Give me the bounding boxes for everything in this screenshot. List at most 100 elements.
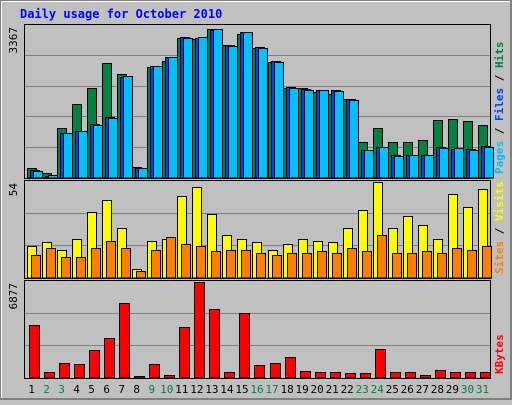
bar-sites-day-20 (317, 251, 327, 279)
panel-2-frame (24, 280, 491, 379)
panel-0-ymax-label: 3367 (7, 27, 20, 54)
legend-separator: / (493, 221, 506, 241)
bar-sites-day-7 (121, 248, 131, 279)
bar-pages-day-4 (78, 131, 88, 179)
bar-pages-day-16 (258, 48, 268, 179)
x-tick-label-day-6: 6 (103, 383, 110, 396)
bar-sites-day-15 (241, 250, 251, 279)
bar-sites-day-16 (256, 253, 266, 279)
bar-sites-day-28 (437, 253, 447, 279)
x-tick-label-day-4: 4 (73, 383, 80, 396)
bar-sites-day-13 (211, 251, 221, 279)
bar-sites-day-6 (106, 241, 116, 279)
bar-sites-day-22 (347, 248, 357, 279)
x-tick-label-day-15: 15 (235, 383, 248, 396)
bar-sites-day-17 (272, 255, 282, 279)
bar-pages-day-3 (63, 133, 73, 179)
x-tick-label-day-22: 22 (341, 383, 354, 396)
x-tick-label-day-5: 5 (88, 383, 95, 396)
x-tick-label-day-9: 9 (148, 383, 155, 396)
bar-kbytes-day-11 (179, 327, 190, 379)
bar-kbytes-day-25 (390, 372, 401, 379)
bar-sites-day-19 (302, 253, 312, 279)
bar-pages-day-10 (168, 57, 178, 179)
bar-pages-day-5 (93, 125, 103, 179)
bar-sites-day-14 (226, 250, 236, 279)
bar-kbytes-day-14 (224, 372, 235, 379)
bar-pages-day-18 (289, 88, 299, 179)
panel-2-legend: KBytes (493, 334, 506, 374)
x-tick-label-day-24: 24 (371, 383, 385, 396)
bar-pages-day-12 (198, 37, 208, 179)
bar-pages-day-19 (304, 90, 314, 179)
x-tick-label-day-20: 20 (310, 383, 323, 396)
bar-pages-day-9 (153, 66, 163, 179)
legend-item-files: Files (493, 88, 506, 121)
x-tick-label-day-25: 25 (386, 383, 399, 396)
panel-1-legend: Sites / Visits (493, 181, 506, 274)
x-tick-label-day-29: 29 (446, 383, 459, 396)
bar-sites-day-10 (166, 237, 176, 279)
x-tick-label-day-26: 26 (401, 383, 414, 396)
bar-kbytes-day-3 (59, 363, 70, 379)
bar-kbytes-day-7 (119, 303, 130, 379)
x-tick-label-day-3: 3 (58, 383, 65, 396)
bar-pages-day-15 (243, 32, 253, 179)
bar-pages-day-23 (364, 150, 374, 179)
bar-sites-day-18 (287, 253, 297, 279)
bar-pages-day-1 (33, 171, 43, 179)
bar-pages-day-6 (108, 118, 118, 179)
legend-item-pages: Pages (493, 141, 506, 174)
bar-kbytes-day-22 (345, 373, 356, 379)
bar-pages-day-27 (424, 155, 434, 179)
bar-kbytes-day-21 (330, 372, 341, 379)
panel-1-ymax-label: 54 (7, 183, 20, 197)
x-tick-label-day-30: 30 (461, 383, 474, 396)
bar-kbytes-day-15 (239, 313, 250, 379)
bar-sites-day-8 (136, 271, 146, 279)
bar-kbytes-day-28 (435, 370, 446, 379)
bar-kbytes-day-29 (450, 372, 461, 379)
x-tick-label-day-7: 7 (118, 383, 125, 396)
legend-item-sites: Sites (493, 241, 506, 274)
x-tick-label-day-16: 16 (250, 383, 263, 396)
bar-pages-day-14 (228, 46, 238, 179)
bar-sites-day-1 (31, 255, 41, 279)
bar-sites-day-12 (196, 246, 206, 279)
bar-kbytes-day-12 (194, 282, 205, 379)
bar-sites-day-29 (452, 248, 462, 279)
bar-pages-day-30 (469, 150, 479, 179)
x-tick-label-day-31: 31 (476, 383, 489, 396)
bar-kbytes-day-26 (405, 372, 416, 379)
x-tick-label-day-27: 27 (416, 383, 429, 396)
bar-sites-day-5 (91, 248, 101, 279)
chart-title: Daily usage for October 2010 (20, 7, 222, 21)
panel-2-ymax-label: 6877 (7, 283, 20, 310)
bar-sites-day-26 (407, 253, 417, 279)
bar-sites-day-24 (377, 235, 387, 279)
legend-item-visits: Visits (493, 181, 506, 221)
bar-sites-day-21 (332, 253, 342, 279)
x-tick-label-day-18: 18 (280, 383, 293, 396)
bar-kbytes-day-5 (89, 350, 100, 379)
chart-panels: 3367 Pages / Files / Hits 54 Sites / Visits… (7, 24, 506, 379)
x-tick-label-day-8: 8 (133, 383, 140, 396)
bar-sites-day-23 (362, 251, 372, 279)
x-tick-label-day-21: 21 (326, 383, 339, 396)
bar-pages-day-7 (123, 76, 133, 179)
bar-kbytes-day-1 (29, 325, 40, 379)
bar-kbytes-day-18 (285, 357, 296, 379)
bar-sites-day-27 (422, 251, 432, 279)
bar-sites-day-30 (467, 250, 477, 279)
bar-pages-day-13 (213, 29, 223, 179)
legend-separator: / (493, 121, 506, 141)
bar-sites-day-9 (151, 250, 161, 279)
legend-item-hits: Hits (493, 42, 506, 69)
x-axis-labels: 1 2 3 4 5 6 7 8 9 10 11 12 13 14 15 16 17 18 19 20 21 22 23 24 2… (28, 383, 489, 396)
bar-kbytes-day-16 (254, 365, 265, 379)
bar-kbytes-day-31 (480, 372, 491, 379)
panel-0-legend: Pages / Files / Hits (493, 42, 506, 175)
bar-pages-day-26 (409, 155, 419, 179)
x-tick-label-day-17: 17 (265, 383, 278, 396)
x-tick-label-day-2: 2 (43, 383, 50, 396)
